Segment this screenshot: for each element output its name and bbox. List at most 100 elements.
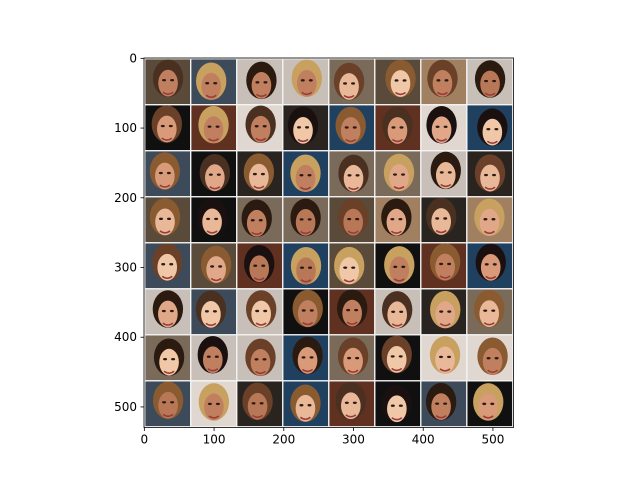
eye: [447, 310, 452, 313]
face: [343, 164, 364, 192]
mouth: [347, 230, 359, 234]
x-tick-label: 400: [412, 433, 435, 447]
eye: [355, 174, 360, 177]
eye: [159, 217, 164, 221]
eye: [252, 172, 257, 176]
eye: [309, 309, 314, 312]
eye: [204, 310, 209, 313]
eye: [308, 79, 313, 82]
mouth: [483, 230, 495, 234]
eye: [160, 124, 165, 128]
eye: [447, 262, 452, 266]
eye: [263, 81, 268, 84]
face: [251, 71, 272, 99]
face: [480, 253, 501, 281]
face: [158, 69, 178, 97]
face: [387, 117, 408, 144]
mouth: [484, 92, 496, 96]
eye: [213, 82, 218, 85]
eye: [390, 217, 395, 221]
eye: [212, 310, 217, 313]
mouth: [255, 137, 267, 142]
eye: [394, 79, 399, 82]
mouth: [205, 322, 217, 327]
eye: [398, 404, 403, 407]
face: [482, 347, 503, 375]
y-tick-label: 200: [114, 191, 137, 205]
mouth: [161, 275, 173, 279]
mouth: [162, 413, 174, 418]
mouth: [391, 323, 403, 327]
eye: [398, 355, 403, 358]
face: [435, 253, 455, 281]
eye: [161, 309, 166, 313]
eye: [393, 265, 398, 269]
eye: [167, 217, 172, 221]
eye: [259, 402, 264, 405]
face: [435, 346, 455, 374]
eye: [309, 356, 314, 359]
eye: [443, 217, 448, 220]
mouth: [209, 186, 221, 190]
mouth: [299, 416, 311, 420]
x-tick-label: 100: [203, 433, 226, 447]
eye: [443, 402, 448, 405]
mouth: [391, 367, 403, 372]
mouth: [435, 229, 447, 234]
eye: [398, 217, 403, 221]
mouth: [393, 278, 405, 282]
eye: [258, 219, 263, 222]
eye: [343, 266, 348, 269]
eye: [344, 126, 349, 129]
eye: [308, 266, 313, 269]
face: [339, 73, 359, 100]
eye: [261, 264, 266, 267]
mouth: [345, 138, 357, 143]
x-tick-label: 0: [141, 433, 149, 447]
face: [478, 393, 499, 421]
mouth: [439, 275, 451, 279]
mouth: [486, 140, 498, 144]
eye: [343, 82, 348, 85]
eye: [486, 127, 491, 131]
face: [295, 394, 316, 422]
x-tick-label: 500: [481, 433, 504, 447]
eye: [263, 309, 268, 313]
eye: [299, 266, 304, 269]
face: [205, 164, 225, 192]
eye: [168, 124, 173, 128]
mouth: [162, 91, 174, 95]
mouth: [252, 414, 264, 419]
eye: [436, 79, 441, 82]
eye: [250, 219, 255, 222]
eye: [492, 263, 497, 266]
face: [479, 208, 500, 236]
eye: [170, 401, 175, 404]
eye: [301, 356, 306, 359]
face: [431, 393, 451, 421]
eye: [492, 79, 497, 83]
eye: [262, 358, 267, 361]
mouth: [484, 186, 496, 190]
eye: [255, 81, 260, 84]
eye: [399, 126, 404, 129]
mouth: [436, 91, 448, 96]
mouth: [300, 230, 312, 235]
mouth: [393, 185, 405, 190]
mouth: [251, 231, 263, 235]
eye: [439, 355, 444, 359]
mouth: [297, 138, 309, 143]
mouth: [255, 370, 266, 375]
face: [297, 300, 318, 327]
mouth: [440, 183, 452, 188]
eye: [351, 266, 356, 269]
y-tick-label: 0: [129, 51, 137, 65]
face: [247, 392, 268, 420]
face: [340, 117, 361, 144]
y-tick-label: 500: [114, 400, 137, 414]
x-tick-label: 300: [342, 433, 365, 447]
eye: [484, 263, 489, 266]
mouth: [255, 322, 267, 326]
eye: [435, 217, 440, 220]
face: [204, 393, 224, 421]
